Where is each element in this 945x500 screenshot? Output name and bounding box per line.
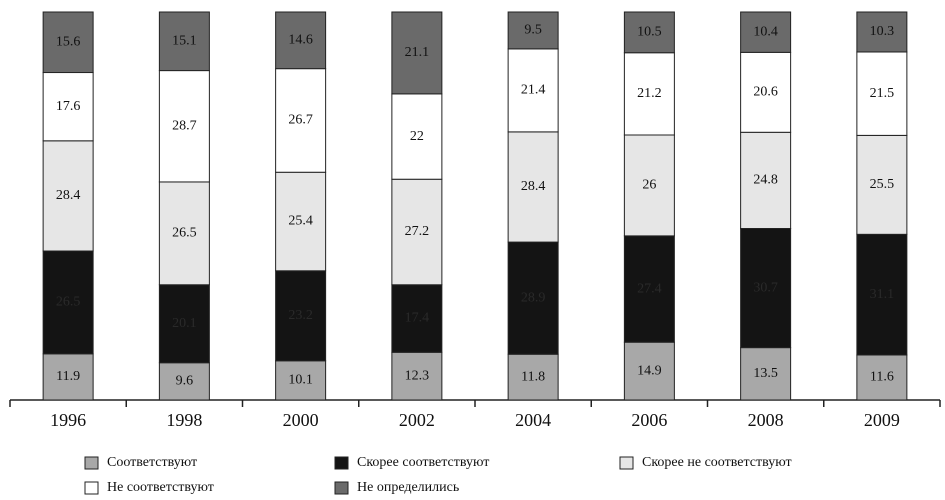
value-label: 31.1 [870,287,895,302]
value-label: 14.6 [288,33,313,48]
value-label: 28.7 [172,118,197,133]
bar-segment [623,235,675,343]
value-label: 26.5 [56,295,81,310]
value-label: 9.5 [524,23,542,38]
x-tick-label: 1996 [50,410,86,430]
value-label: 27.2 [405,224,430,239]
bar-segment [740,347,792,401]
x-tick-label: 2008 [748,410,784,430]
bar-segment [507,11,559,50]
bar-segment [740,51,792,133]
value-label: 17.6 [56,99,81,114]
value-label: 21.1 [405,45,430,60]
value-label: 26.7 [288,113,313,128]
value-label: 30.7 [753,280,778,295]
value-label: 21.2 [637,86,662,101]
value-label: 27.4 [637,281,662,296]
value-label: 28.4 [521,179,546,194]
bar-segment [42,140,94,252]
bar-segment [507,241,559,355]
value-label: 13.5 [753,366,778,381]
bar-segment [391,351,443,401]
bar-segment [740,228,792,349]
value-label: 15.1 [172,34,197,49]
bar-segment [42,250,94,355]
value-label: 14.9 [637,363,662,378]
value-label: 20.6 [753,85,778,100]
legend-label: Скорее соответствуют [357,455,489,470]
value-label: 17.4 [405,311,430,326]
x-tick-label: 2004 [515,410,551,430]
bar-segment [623,134,675,237]
bar-segment [740,131,792,230]
bar-segment [275,11,327,70]
legend-swatch [84,481,99,495]
value-label: 12.3 [405,368,430,383]
value-label: 24.8 [753,173,778,188]
legend-swatch [619,456,634,470]
value-label: 26.5 [172,226,197,241]
legend-swatch [334,456,349,470]
value-label: 21.4 [521,83,546,98]
bar-segment [856,11,908,53]
bar-segment [158,284,210,364]
value-label: 22 [410,129,424,144]
value-label: 10.4 [753,24,778,39]
x-tick-label: 2006 [631,410,667,430]
legend-label: Скорее не соответствуют [642,455,792,470]
legend-swatch [334,481,349,495]
bar-segment [42,72,94,142]
bar-segment [623,52,675,136]
bar-segment [42,11,94,74]
x-tick-label: 1998 [166,410,202,430]
bar-segment [275,270,327,362]
legend-swatch [84,456,99,470]
value-label: 21.5 [870,86,895,101]
bar-segment [740,11,792,53]
value-label: 25.5 [870,177,895,192]
value-label: 25.4 [288,214,313,229]
bar-segment [158,70,210,183]
bar-segment [275,360,327,401]
legend-label: Не соответствуют [107,480,214,495]
bar-segment [623,341,675,401]
value-label: 10.1 [288,373,313,388]
value-label: 11.9 [56,369,80,384]
bar-segment [507,131,559,243]
legend-label: Не определились [357,480,459,495]
bar-segment [856,51,908,136]
bar-segment [275,171,327,272]
value-label: 20.1 [172,316,197,331]
x-tick-label: 2009 [864,410,900,430]
x-tick-label: 2000 [283,410,319,430]
bar-segment [158,11,210,72]
x-tick-label: 2002 [399,410,435,430]
bar-segment [856,354,908,401]
bar-segment [623,11,675,54]
value-label: 28.4 [56,188,81,203]
value-label: 11.6 [870,370,894,385]
bar-segment [391,11,443,95]
value-label: 9.6 [176,374,194,389]
bar-segment [158,362,210,401]
value-label: 26 [642,178,656,193]
value-label: 28.9 [521,290,546,305]
value-label: 11.8 [521,369,545,384]
legend-label: Соответствуют [107,455,197,470]
value-label: 10.5 [637,25,662,40]
value-label: 23.2 [288,308,313,323]
value-label: 10.3 [870,24,895,39]
value-label: 15.6 [56,34,81,49]
bar-segment [391,284,443,353]
bar-segment [158,181,210,286]
bar-segment [856,233,908,356]
